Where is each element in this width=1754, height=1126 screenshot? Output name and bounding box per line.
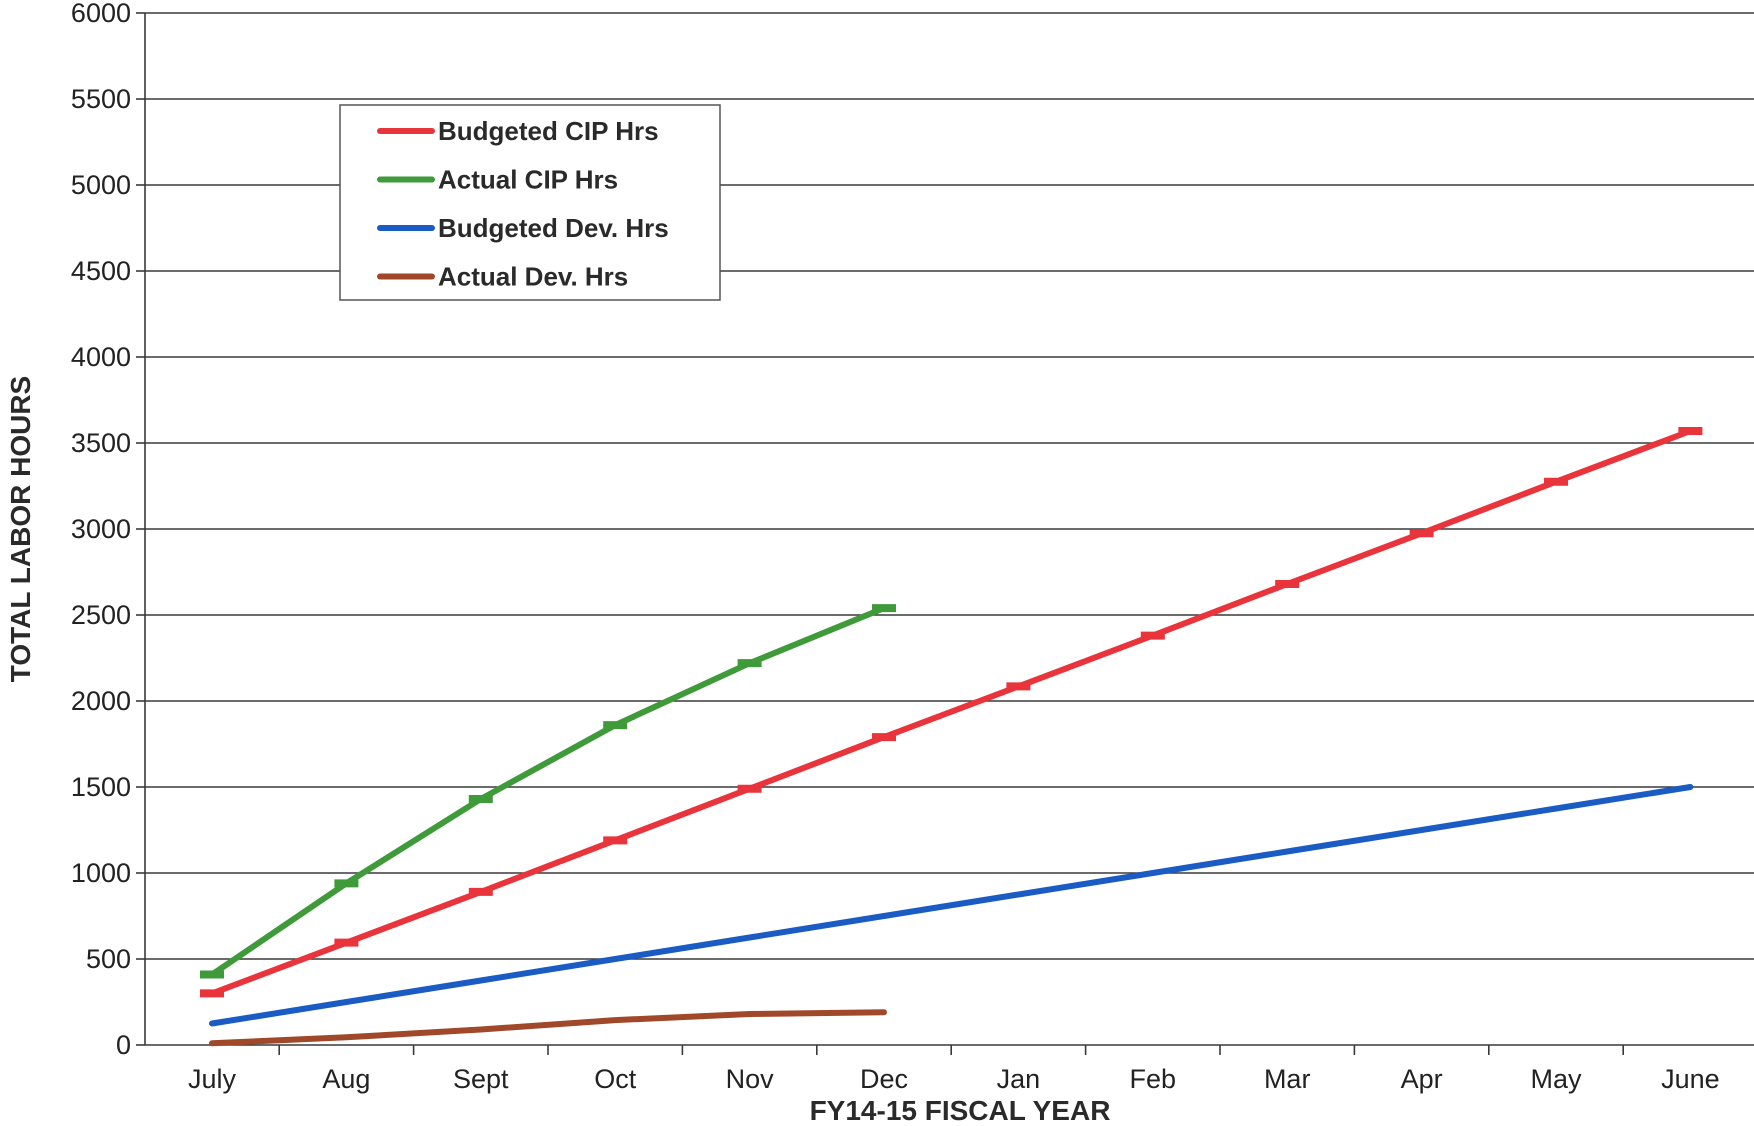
y-tick-label: 0 [116, 1030, 131, 1060]
x-tick-label: July [188, 1064, 237, 1094]
y-tick-label: 500 [86, 944, 131, 974]
x-tick-label: Dec [860, 1064, 908, 1094]
series-line-2 [209, 784, 1694, 1027]
y-tick-label: 5500 [71, 84, 131, 114]
legend: Budgeted CIP Hrs Actual CIP Hrs Budgeted D… [339, 104, 721, 301]
legend-label: Budgeted Dev. Hrs [438, 213, 669, 243]
series-line-1 [209, 605, 887, 978]
y-tick-label: 3500 [71, 428, 131, 458]
gridlines [145, 12, 1754, 960]
legend-label: Actual Dev. Hrs [438, 262, 628, 292]
y-tick-label: 1500 [71, 772, 131, 802]
legend-label: Budgeted CIP Hrs [438, 116, 659, 146]
y-tick-label: 2000 [71, 686, 131, 716]
y-tick-label: 4500 [71, 256, 131, 286]
legend-box [339, 104, 721, 301]
x-tick-label: June [1661, 1064, 1720, 1094]
axes: 0 500 1000 1500 2000 2500 3000 3500 4000 4500 5000… [71, 0, 1754, 1094]
x-tick-label: Sept [453, 1064, 509, 1094]
x-tick-label: May [1530, 1064, 1582, 1094]
x-axis-title: FY14-15 FISCAL YEAR [810, 1095, 1111, 1126]
series-lines [200, 426, 1703, 1047]
x-tick-label: Feb [1130, 1064, 1177, 1094]
x-tick-label: Apr [1401, 1064, 1443, 1094]
y-axis-title: TOTAL LABOR HOURS [5, 376, 36, 682]
y-tick-label: 3000 [71, 514, 131, 544]
y-tick-label: 4000 [71, 342, 131, 372]
legend-label: Actual CIP Hrs [438, 165, 618, 195]
series-line-0 [209, 428, 1694, 997]
y-tick-label: 1000 [71, 858, 131, 888]
x-tick-label: Nov [726, 1064, 775, 1094]
x-tick-label: Aug [322, 1064, 370, 1094]
x-tick-label: Oct [594, 1064, 637, 1094]
y-tick-label: 2500 [71, 600, 131, 630]
series-line-3 [209, 1009, 887, 1047]
x-tick-label: Mar [1264, 1064, 1311, 1094]
x-tick-label: Jan [997, 1064, 1041, 1094]
y-tick-label: 6000 [71, 0, 131, 28]
y-tick-label: 5000 [71, 170, 131, 200]
